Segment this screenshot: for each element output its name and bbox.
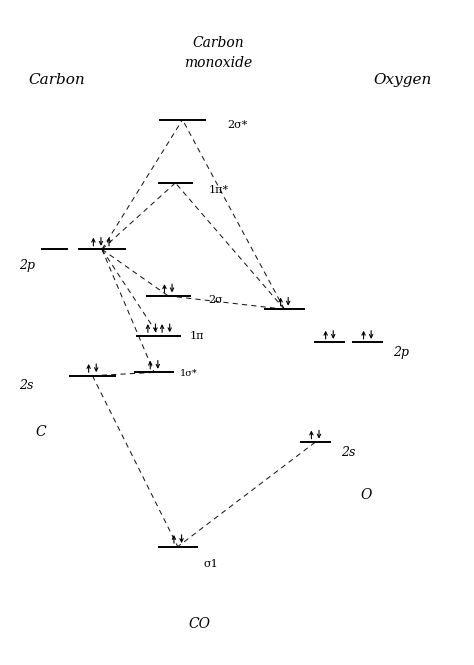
Text: 2s: 2s — [19, 379, 33, 392]
Text: C: C — [36, 424, 46, 439]
Text: monoxide: monoxide — [184, 56, 252, 70]
Text: 2p: 2p — [393, 346, 410, 359]
Text: Oxygen: Oxygen — [374, 72, 432, 87]
Text: 1π: 1π — [190, 331, 204, 341]
Text: 2s: 2s — [341, 446, 356, 459]
Text: 1π*: 1π* — [209, 185, 228, 195]
Text: Carbon: Carbon — [192, 36, 244, 51]
Text: 1σ*: 1σ* — [180, 368, 198, 378]
Text: σ1: σ1 — [204, 559, 219, 569]
Text: CO: CO — [188, 617, 210, 632]
Text: O: O — [360, 487, 372, 502]
Text: 2σ: 2σ — [209, 295, 223, 305]
Text: Carbon: Carbon — [28, 72, 85, 87]
Text: 2σ*: 2σ* — [228, 120, 248, 130]
Text: 2p: 2p — [19, 259, 35, 273]
